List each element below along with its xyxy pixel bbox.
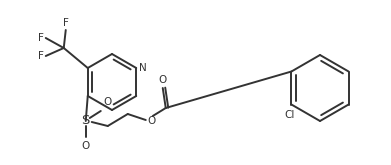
Text: O: O [148,116,156,126]
Text: Cl: Cl [284,110,294,119]
Text: S: S [82,115,90,128]
Text: O: O [82,141,90,151]
Text: O: O [104,97,112,107]
Text: F: F [38,33,44,43]
Text: F: F [63,18,69,28]
Text: N: N [139,63,147,73]
Text: F: F [38,51,44,61]
Text: O: O [159,75,167,85]
